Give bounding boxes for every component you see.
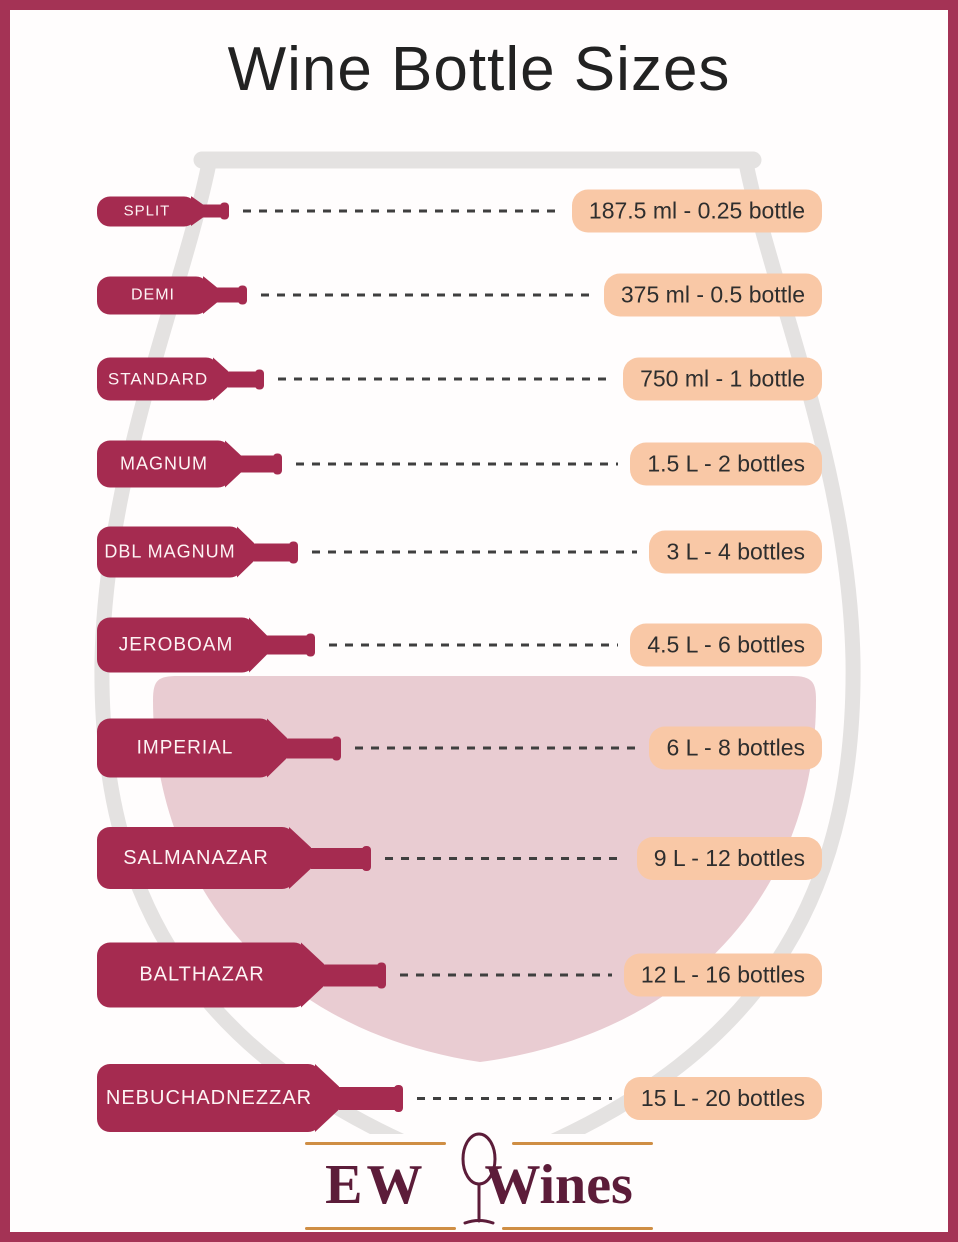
bottle-name-label: BALTHAZAR bbox=[97, 942, 307, 1008]
bottle-shoulder bbox=[191, 196, 203, 226]
wine-bottle: NEBUCHADNEZZAR bbox=[97, 1064, 403, 1132]
bottle-shoulder bbox=[267, 719, 287, 778]
bottle-shoulder bbox=[289, 827, 311, 889]
bottle-neck bbox=[241, 453, 282, 475]
bottle-name-label: DEMI bbox=[97, 276, 209, 314]
size-row-imperial: IMPERIAL 6 L - 8 bottles bbox=[97, 718, 822, 778]
size-row-dbl-magnum: DBL MAGNUM 3 L - 4 bottles bbox=[97, 526, 822, 578]
dash-connector bbox=[278, 377, 612, 381]
dash-connector bbox=[243, 209, 560, 213]
bottle-shoulder bbox=[203, 276, 217, 314]
page-title: Wine Bottle Sizes bbox=[227, 35, 731, 104]
brand-right-text: Wines bbox=[484, 1154, 633, 1216]
bottle-shoulder bbox=[237, 527, 254, 578]
size-row-nebuchadnezzar: NEBUCHADNEZZAR 15 L - 20 bottles bbox=[97, 1064, 822, 1132]
bottle-name-label: SPLIT bbox=[97, 196, 197, 226]
gold-rule-bottom bbox=[305, 1227, 653, 1230]
brand-name: EW Wines bbox=[289, 1157, 669, 1213]
size-row-jeroboam: JEROBOAM 4.5 L - 6 bottles bbox=[97, 617, 822, 673]
wine-bottle: SPLIT bbox=[97, 196, 229, 226]
size-badge: 750 ml - 1 bottle bbox=[623, 357, 822, 401]
wine-bottle: IMPERIAL bbox=[97, 718, 341, 778]
dash-connector bbox=[355, 746, 638, 750]
bottle-name-label: JEROBOAM bbox=[97, 617, 255, 673]
size-badge: 15 L - 20 bottles bbox=[623, 1076, 822, 1120]
wine-bottle: DEMI bbox=[97, 276, 247, 314]
size-badge: 1.5 L - 2 bottles bbox=[630, 442, 822, 486]
dash-connector bbox=[329, 643, 619, 647]
bottle-shoulder bbox=[301, 943, 324, 1008]
wine-bottle: STANDARD bbox=[97, 357, 264, 401]
bottle-neck bbox=[339, 1084, 403, 1112]
size-row-standard: STANDARD 750 ml - 1 bottle bbox=[97, 357, 822, 401]
bottle-name-label: DBL MAGNUM bbox=[97, 526, 243, 578]
bottle-name-label: NEBUCHADNEZZAR bbox=[97, 1064, 321, 1132]
size-row-demi: DEMI 375 ml - 0.5 bottle bbox=[97, 273, 822, 317]
size-badge: 4.5 L - 6 bottles bbox=[630, 623, 822, 667]
brand-logo: EW Wines bbox=[289, 1132, 669, 1234]
wine-bottle: DBL MAGNUM bbox=[97, 526, 298, 578]
bottle-shoulder bbox=[213, 358, 228, 401]
bottle-neck bbox=[287, 736, 341, 760]
size-badge: 187.5 ml - 0.25 bottle bbox=[571, 189, 822, 233]
bottle-neck bbox=[311, 845, 371, 871]
bottle-shoulder bbox=[225, 441, 241, 488]
bottle-name-label: STANDARD bbox=[97, 357, 219, 401]
size-badge: 9 L - 12 bottles bbox=[636, 836, 822, 880]
size-row-balthazar: BALTHAZAR 12 L - 16 bottles bbox=[97, 942, 822, 1008]
bottle-neck bbox=[324, 962, 386, 988]
dash-connector bbox=[385, 856, 625, 860]
brand-left-text: EW bbox=[325, 1154, 427, 1216]
dash-connector bbox=[261, 293, 592, 297]
bottle-neck bbox=[254, 541, 298, 563]
size-badge: 6 L - 8 bottles bbox=[649, 726, 822, 770]
dash-connector bbox=[296, 462, 619, 466]
wine-bottle: JEROBOAM bbox=[97, 617, 315, 673]
bottle-neck bbox=[267, 633, 315, 657]
gold-rule-top bbox=[305, 1142, 653, 1145]
wine-bottle: SALMANAZAR bbox=[97, 827, 371, 889]
size-row-magnum: MAGNUM 1.5 L - 2 bottles bbox=[97, 440, 822, 488]
bottle-neck bbox=[203, 202, 229, 220]
dash-connector bbox=[400, 973, 612, 977]
bottle-neck bbox=[228, 369, 264, 389]
size-row-salmanazar: SALMANAZAR 9 L - 12 bottles bbox=[97, 827, 822, 889]
bottle-name-label: IMPERIAL bbox=[97, 718, 273, 778]
size-badge: 12 L - 16 bottles bbox=[623, 953, 822, 997]
bottle-shoulder bbox=[315, 1064, 339, 1132]
wine-bottle: MAGNUM bbox=[97, 440, 282, 488]
bottle-neck bbox=[217, 285, 247, 305]
dash-connector bbox=[312, 550, 638, 554]
size-badge: 375 ml - 0.5 bottle bbox=[603, 273, 822, 317]
size-row-split: SPLIT 187.5 ml - 0.25 bottle bbox=[97, 189, 822, 233]
wine-bottle: BALTHAZAR bbox=[97, 942, 386, 1008]
wine-glass-icon bbox=[461, 1132, 497, 1225]
bottle-name-label: SALMANAZAR bbox=[97, 827, 295, 889]
dash-connector bbox=[417, 1096, 612, 1100]
size-badge: 3 L - 4 bottles bbox=[649, 530, 822, 574]
bottle-shoulder bbox=[249, 618, 267, 673]
bottle-name-label: MAGNUM bbox=[97, 440, 231, 488]
